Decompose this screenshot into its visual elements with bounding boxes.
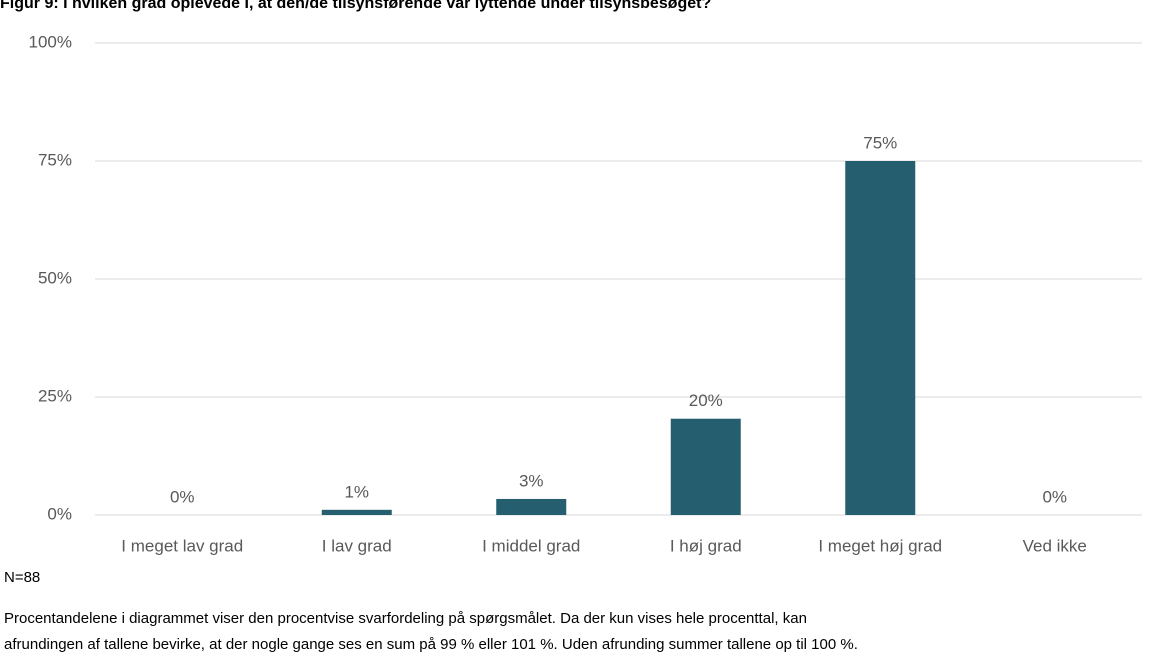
y-tick-label: 50% — [38, 268, 72, 287]
data-label: 0% — [1042, 487, 1067, 506]
bar — [321, 509, 392, 515]
data-label: 1% — [344, 482, 369, 501]
bar — [845, 161, 916, 515]
x-tick-label: I meget høj grad — [818, 536, 942, 555]
data-label: 75% — [863, 133, 897, 152]
note: afrundingen af tallene bevirke, at der n… — [4, 636, 858, 653]
bar — [670, 418, 741, 515]
data-label: 0% — [170, 487, 195, 506]
x-tick-label: I lav grad — [322, 536, 392, 555]
x-tick-label: I høj grad — [670, 536, 742, 555]
y-tick-label: 25% — [38, 386, 72, 405]
data-label: 3% — [519, 471, 544, 490]
x-tick-label: I middel grad — [482, 536, 580, 555]
data-label: 20% — [689, 391, 723, 410]
chart-title: Figur 9: I hvilken grad oplevede I, at d… — [0, 0, 711, 12]
note: Procentandelene i diagrammet viser den p… — [4, 610, 807, 627]
y-tick-label: 0% — [47, 504, 72, 523]
x-tick-label: Ved ikke — [1023, 536, 1087, 555]
note: N=88 — [4, 569, 40, 586]
bar — [496, 498, 567, 515]
x-tick-label: I meget lav grad — [121, 536, 243, 555]
y-tick-label: 100% — [29, 32, 72, 51]
y-tick-label: 75% — [38, 150, 72, 169]
